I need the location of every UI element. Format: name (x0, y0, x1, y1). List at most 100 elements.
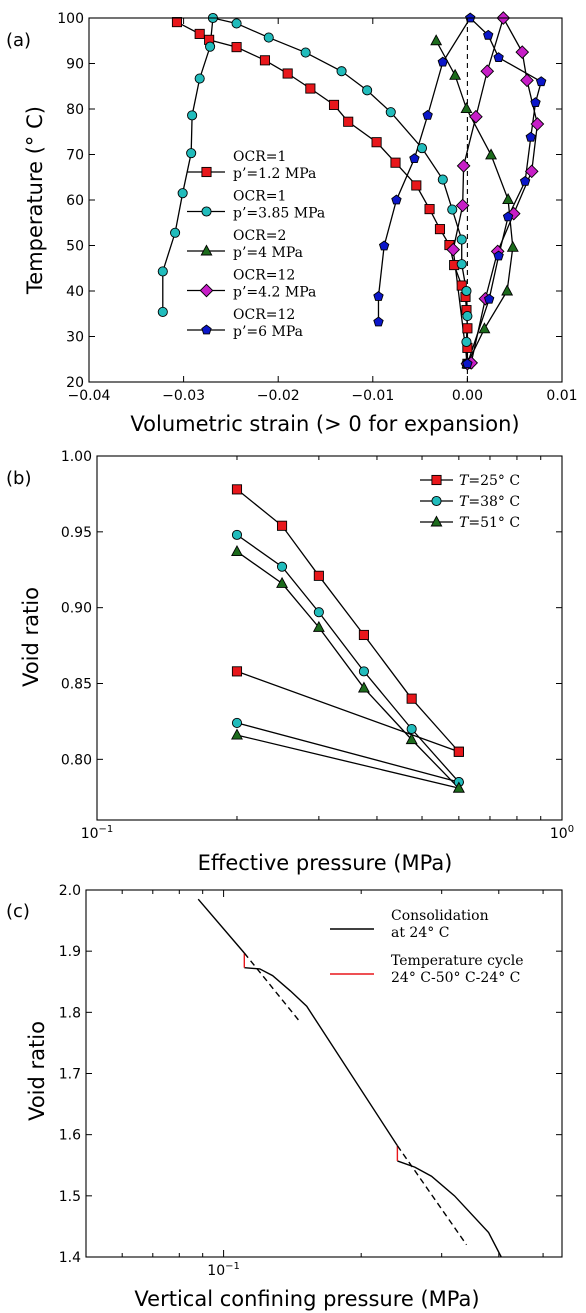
panel-a-series-0-point (371, 137, 382, 148)
panel-b-series-0-point (406, 693, 417, 704)
panel-b-y-axis-label: Void ratio (19, 587, 43, 687)
panel-a-series-2-point (485, 148, 498, 160)
panel-b-tag: (b) (6, 468, 31, 489)
panel-b-series-1-point (358, 666, 369, 677)
panel-b-legend-label-2: T=51° C (459, 515, 520, 531)
panel-a-series-3-point (524, 164, 539, 179)
panel-b-series-1-point (276, 561, 288, 572)
panel-a-series-3-point (480, 64, 495, 79)
panel-b-series-1-point (231, 529, 243, 540)
panel-a-series-0-point (390, 157, 401, 168)
panel-b-x-axis-label: Effective pressure (MPa) (198, 851, 453, 875)
panel-a-series-0-point (424, 204, 435, 215)
panel-c-series-0-line (244, 966, 398, 1147)
panel-a-series-2-point (502, 193, 515, 204)
panel-b-series-0-point (313, 570, 324, 581)
panel-a-series-1-point (300, 47, 311, 58)
panel-c-legend-label-0: Consolidation (391, 908, 489, 924)
panel-b-legend-marker-2 (430, 515, 443, 527)
panel-a-y-axis-label: Temperature (° C) (23, 106, 47, 295)
panel-b-series-2-point (357, 681, 370, 693)
panel-c-series-0-line (197, 898, 245, 954)
panel-a-series-1-point (456, 234, 467, 245)
panel-a-series-0-point (434, 224, 446, 235)
panel-a-series-2-point (501, 284, 514, 296)
panel-a-legend-sublabel-4: p’=6 MPa (233, 324, 303, 340)
panel-a-series-0-point (462, 323, 473, 334)
panel-a-series-0-point (259, 55, 271, 66)
panel-a-series-3-point (446, 242, 461, 257)
panel-a-series-0-point (328, 99, 340, 110)
panel-b-series-2-point (231, 728, 243, 740)
panel-b-x-tick-label: 100 (550, 824, 574, 842)
panel-b-series-0-point (231, 666, 243, 677)
panel-c-series-0-line (397, 1160, 502, 1258)
panel-a-y-tick-label: 20 (66, 375, 84, 391)
panel-a-series-4-point (483, 29, 494, 40)
panel-a-series-4-point (462, 358, 473, 369)
panel-a-legend-marker-4 (201, 324, 212, 335)
panel-a-series-4-point (519, 175, 531, 186)
panel-a-series-4-point (502, 211, 514, 222)
panel-a-series-1-point (177, 188, 188, 199)
panel-a-series-1-point (157, 266, 168, 277)
panel-b-series-2-point (276, 576, 288, 588)
panel-a-series-1-point (194, 73, 205, 84)
panel-b-series-2-point (231, 545, 243, 556)
panel-b-y-tick-label: 1.00 (61, 449, 92, 465)
panel-a-series-4-point (373, 291, 384, 301)
panel-a-y-tick-label: 30 (66, 330, 84, 346)
panel-a-series-4-point (373, 316, 384, 327)
panel-c-y-tick-label: 1.6 (59, 1128, 81, 1144)
panel-a-legend-sublabel-1: p’=3.85 MPa (233, 206, 325, 222)
panel-a-series-4-point (437, 56, 448, 67)
panel-a-x-tick-label: −0.04 (68, 388, 111, 404)
panel-a-series-1-point (416, 143, 428, 154)
panel-a-legend-sublabel-0: p’=1.2 MPa (233, 166, 316, 182)
panel-a-series-4-point (391, 194, 402, 205)
panel-a-series-4-point (378, 240, 390, 251)
panel-a-series-1-point (336, 66, 347, 77)
panel-b-series-1-line (236, 722, 460, 783)
panel-a-series-3-point (520, 73, 534, 88)
panel-c-y-axis-label: Void ratio (25, 1021, 49, 1121)
panel-b-series-1-point (313, 607, 324, 618)
panel-a-series-2-point (478, 322, 491, 334)
panel-a-x-tick-label: −0.01 (351, 388, 394, 404)
panel-b-y-tick-label: 0.80 (61, 752, 92, 768)
panel-a-series-1-point (205, 41, 216, 52)
panel-a-series-1-line (162, 17, 469, 364)
panel-a-series-3-point (456, 159, 471, 173)
panel-c-plot-frame (85, 889, 563, 1258)
panel-a-series-0-line (176, 21, 469, 364)
panel-a-legend-label-2: OCR=2 (233, 228, 286, 244)
panel-a-x-tick-label: 0.00 (452, 388, 483, 404)
panel-c-y-tick-label: 1.9 (59, 944, 81, 960)
panel-a-legend-marker-2 (200, 244, 213, 256)
panel-a-y-tick-label: 90 (66, 57, 84, 73)
panel-b: (b) Effective pressure (MPa) Void ratio … (6, 449, 574, 875)
panel-b-series-0-point (276, 520, 288, 531)
panel-a-x-tick-label: −0.03 (162, 388, 205, 404)
panel-a-series-3-point (515, 45, 530, 59)
panel-b-legend-marker-0 (431, 474, 442, 486)
panel-a-series-4-point (493, 250, 504, 261)
panel-b-series-2-point (405, 733, 418, 745)
panel-a-series-1-point (231, 18, 242, 29)
panel-a-series-0-point (282, 68, 293, 79)
panel-a-legend-label-0: OCR=1 (233, 149, 286, 165)
panel-b-series-2-line (236, 734, 459, 789)
panel-c-legend-sublabel-0: at 24° C (391, 925, 449, 941)
panel-a-series-1-point (157, 306, 168, 317)
panel-c-y-tick-label: 1.4 (59, 1250, 81, 1266)
panel-a-x-tick-label: 0.01 (546, 388, 577, 404)
panel-b-series-0-line (236, 488, 460, 753)
panel-a-series-0-point (231, 42, 242, 53)
panel-b-y-tick-label: 0.85 (61, 677, 92, 693)
panel-c-y-tick-label: 1.5 (59, 1189, 81, 1205)
panel-a-series-4-line (377, 16, 542, 365)
panel-a-legend-marker-0 (201, 166, 212, 178)
panel-a-series-0-point (305, 83, 316, 94)
panel-c-y-tick-label: 2.0 (59, 883, 81, 899)
